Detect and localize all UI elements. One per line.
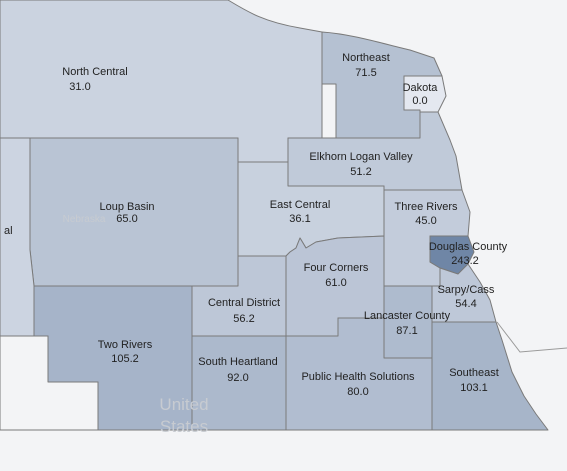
region-label-value: 51.2	[350, 166, 371, 178]
regions-layer	[0, 0, 549, 431]
region-public-health-solutions[interactable]	[285, 317, 433, 431]
region-label-name: Lancaster County	[364, 310, 451, 322]
region-label-name: Douglas County	[429, 241, 508, 253]
state-basemap-label: Nebraska	[63, 214, 106, 225]
labels-layer: North Central 31.0 Northeast 71.5 Dakota…	[4, 52, 508, 398]
region-label-value: 0.0	[412, 95, 427, 107]
region-label-value: 31.0	[69, 81, 90, 93]
region-label-value: 65.0	[116, 213, 137, 225]
region-label-value: 36.1	[289, 213, 310, 225]
region-label-name: Dakota	[403, 82, 439, 94]
region-label-value: 105.2	[111, 353, 139, 365]
region-west-central[interactable]	[0, 137, 35, 337]
region-label-name: Northeast	[342, 52, 390, 64]
region-label-name: Elkhorn Logan Valley	[309, 151, 413, 163]
region-label-value: 45.0	[415, 215, 436, 227]
region-label-value: 103.1	[460, 382, 488, 394]
region-label-name: Three Rivers	[395, 201, 458, 213]
region-southwest[interactable]	[0, 335, 99, 431]
country-basemap-label-line2: States	[160, 417, 208, 436]
country-basemap-label-line1: United	[159, 395, 208, 414]
region-label-name: Two Rivers	[98, 339, 153, 351]
region-label-value: 56.2	[233, 313, 254, 325]
state-boundary-line	[496, 321, 567, 353]
region-sarpy-cass[interactable]	[431, 263, 497, 323]
region-label-name: East Central	[270, 199, 331, 211]
region-label-value: 92.0	[227, 372, 248, 384]
region-label-value: 80.0	[347, 386, 368, 398]
region-label-name: South Heartland	[198, 356, 278, 368]
region-label-name: Sarpy/Cass	[438, 284, 495, 296]
region-label-value: 87.1	[396, 325, 417, 337]
region-label-name: North Central	[62, 66, 127, 78]
region-label-value: 243.2	[451, 255, 479, 267]
region-label-value: 61.0	[325, 277, 346, 289]
region-lancaster-county[interactable]	[383, 285, 433, 359]
region-label-value: 71.5	[355, 67, 376, 79]
region-label-name: Four Corners	[304, 262, 369, 274]
region-label-name: Loup Basin	[99, 201, 154, 213]
region-label-value: 54.4	[455, 298, 476, 310]
region-label-name: Central District	[208, 297, 280, 309]
region-label-name: Public Health Solutions	[301, 371, 415, 383]
region-southeast[interactable]	[431, 321, 549, 431]
region-label-name: Southeast	[449, 367, 499, 379]
region-label-partial: al	[4, 225, 13, 237]
